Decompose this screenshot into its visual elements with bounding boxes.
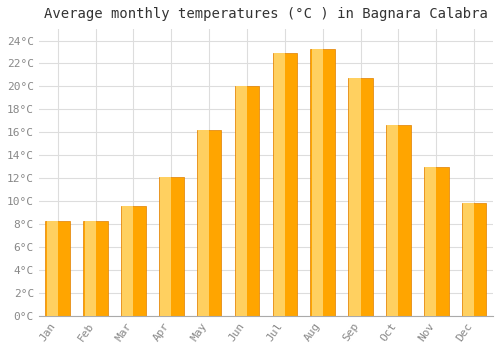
Bar	[160, 177, 172, 316]
Bar	[236, 86, 247, 316]
Bar	[350, 78, 360, 316]
Bar	[462, 203, 486, 316]
Bar	[388, 125, 398, 316]
Bar	[84, 220, 96, 316]
Bar	[312, 49, 322, 316]
Bar	[46, 220, 70, 316]
Bar	[310, 49, 335, 316]
Bar	[159, 177, 184, 316]
Bar	[122, 206, 134, 316]
Bar	[425, 167, 436, 316]
Bar	[424, 167, 448, 316]
Bar	[386, 125, 410, 316]
Bar	[197, 130, 222, 316]
Bar	[348, 78, 373, 316]
Bar	[198, 130, 209, 316]
Title: Average monthly temperatures (°C ) in Bagnara Calabra: Average monthly temperatures (°C ) in Ba…	[44, 7, 488, 21]
Bar	[121, 206, 146, 316]
Bar	[234, 86, 260, 316]
Bar	[272, 53, 297, 316]
Bar	[463, 203, 474, 316]
Bar	[46, 220, 58, 316]
Bar	[84, 220, 108, 316]
Bar	[274, 53, 285, 316]
